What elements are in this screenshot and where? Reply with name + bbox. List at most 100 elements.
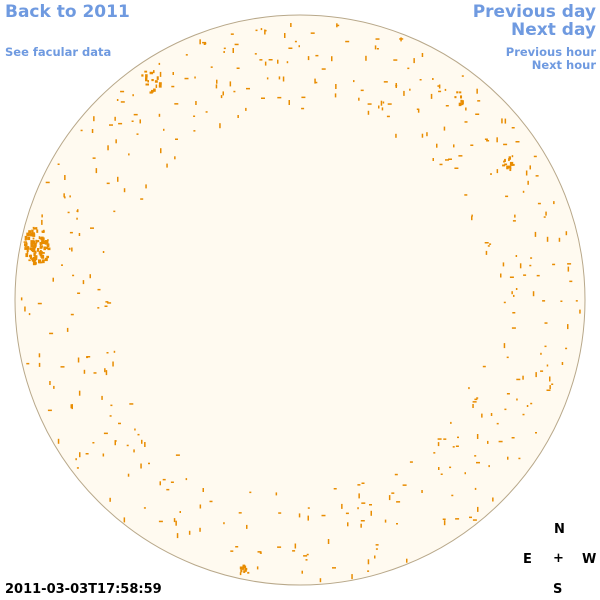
feature-marker bbox=[89, 274, 91, 279]
feature-marker bbox=[114, 440, 116, 446]
feature-marker bbox=[44, 257, 48, 262]
feature-marker bbox=[469, 516, 472, 519]
feature-marker bbox=[472, 401, 477, 403]
feature-marker bbox=[465, 107, 467, 111]
feature-marker bbox=[199, 527, 201, 532]
feature-marker bbox=[34, 255, 38, 258]
feature-marker bbox=[123, 188, 126, 193]
feature-marker bbox=[32, 232, 35, 235]
feature-marker bbox=[426, 132, 428, 137]
feature-marker bbox=[202, 41, 207, 44]
feature-marker bbox=[527, 180, 529, 185]
feature-marker bbox=[175, 138, 178, 140]
feature-marker bbox=[199, 504, 202, 509]
feature-marker bbox=[508, 158, 510, 162]
feature-marker bbox=[159, 481, 161, 486]
feature-marker bbox=[284, 33, 286, 38]
feature-marker bbox=[37, 248, 40, 252]
feature-marker bbox=[484, 138, 488, 140]
feature-marker bbox=[145, 83, 149, 86]
next-day-link[interactable]: Next day bbox=[511, 20, 596, 40]
feature-marker bbox=[215, 84, 218, 89]
feature-marker bbox=[476, 88, 478, 94]
feature-marker bbox=[92, 442, 95, 444]
feature-marker bbox=[511, 155, 514, 158]
feature-marker bbox=[97, 288, 101, 291]
feature-marker bbox=[234, 43, 239, 46]
feature-marker bbox=[118, 122, 123, 125]
feature-marker bbox=[471, 214, 473, 217]
feature-marker bbox=[141, 74, 144, 77]
facular-data-link[interactable]: See facular data bbox=[5, 45, 112, 59]
feature-marker bbox=[117, 176, 119, 182]
feature-marker bbox=[504, 163, 508, 166]
feature-marker bbox=[504, 158, 506, 162]
feature-marker bbox=[104, 305, 108, 307]
feature-marker bbox=[60, 366, 65, 368]
feature-marker bbox=[24, 238, 27, 241]
feature-marker bbox=[451, 494, 454, 497]
feature-marker bbox=[174, 103, 179, 105]
feature-marker bbox=[23, 241, 28, 243]
feature-marker bbox=[504, 408, 507, 411]
feature-marker bbox=[551, 383, 554, 385]
feature-marker bbox=[335, 84, 337, 89]
feature-marker bbox=[141, 439, 143, 444]
feature-marker bbox=[286, 61, 289, 64]
feature-marker bbox=[535, 372, 537, 378]
feature-marker bbox=[77, 209, 79, 213]
feature-marker bbox=[490, 173, 492, 175]
feature-marker bbox=[307, 515, 309, 521]
feature-marker bbox=[118, 422, 121, 425]
feature-marker bbox=[288, 47, 293, 49]
feature-marker bbox=[47, 409, 52, 412]
feature-marker bbox=[85, 453, 89, 455]
feature-marker bbox=[375, 38, 380, 40]
previous-day-link[interactable]: Previous day bbox=[472, 2, 596, 22]
feature-marker bbox=[120, 90, 125, 93]
feature-marker bbox=[32, 261, 36, 266]
feature-marker bbox=[327, 539, 330, 544]
feature-marker bbox=[487, 245, 490, 247]
feature-marker bbox=[33, 257, 37, 261]
feature-marker bbox=[278, 76, 281, 80]
feature-marker bbox=[102, 453, 105, 457]
feature-marker bbox=[40, 249, 42, 252]
feature-marker bbox=[223, 522, 225, 525]
feature-marker bbox=[413, 58, 415, 64]
feature-marker bbox=[290, 23, 292, 27]
feature-marker bbox=[257, 551, 262, 553]
feature-marker bbox=[375, 548, 378, 550]
feature-marker bbox=[160, 148, 162, 154]
feature-marker bbox=[235, 546, 239, 548]
feature-marker bbox=[139, 119, 141, 124]
feature-marker bbox=[472, 519, 477, 521]
feature-marker bbox=[460, 99, 463, 103]
feature-marker bbox=[569, 280, 573, 283]
feature-marker bbox=[38, 362, 41, 367]
feature-marker bbox=[245, 107, 247, 111]
feature-marker bbox=[438, 90, 442, 93]
feature-marker bbox=[315, 54, 319, 57]
feature-marker bbox=[450, 421, 452, 424]
feature-marker bbox=[430, 93, 433, 99]
next-hour-link[interactable]: Next hour bbox=[531, 58, 596, 72]
feature-marker bbox=[42, 259, 46, 261]
feature-marker bbox=[39, 246, 43, 249]
previous-hour-link[interactable]: Previous hour bbox=[505, 45, 596, 59]
feature-marker bbox=[518, 457, 521, 460]
feature-marker bbox=[75, 458, 77, 461]
feature-marker bbox=[49, 332, 54, 335]
feature-marker bbox=[188, 530, 191, 535]
feature-marker bbox=[455, 445, 459, 447]
feature-marker bbox=[106, 182, 110, 185]
feature-marker bbox=[134, 428, 136, 431]
feature-marker bbox=[26, 362, 30, 365]
feature-marker bbox=[400, 37, 402, 42]
back-to-year-link[interactable]: Back to 2011 bbox=[5, 2, 130, 22]
feature-marker bbox=[46, 255, 50, 259]
feature-marker bbox=[123, 517, 126, 523]
feature-marker bbox=[210, 66, 213, 68]
feature-marker bbox=[464, 121, 468, 123]
feature-marker bbox=[242, 566, 244, 570]
